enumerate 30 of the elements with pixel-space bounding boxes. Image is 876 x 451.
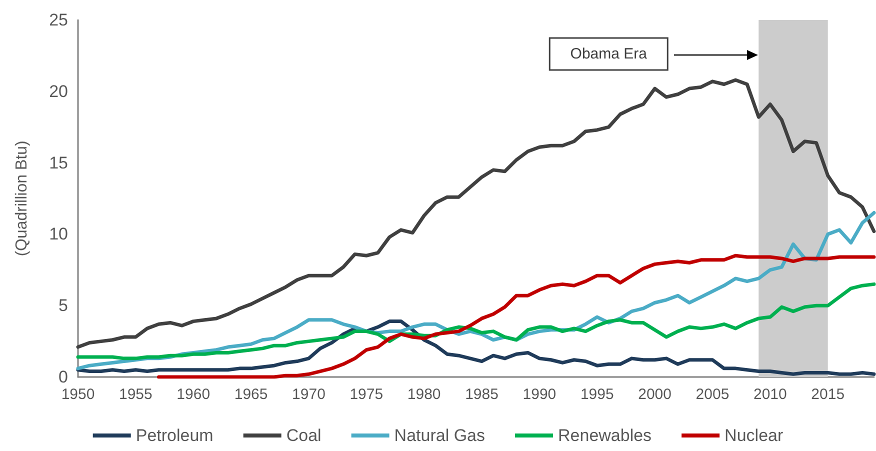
y-tick-label: 0 (58, 368, 68, 386)
x-tick-label: 2005 (696, 386, 730, 403)
line-series (76, 78, 876, 349)
x-tick-label: 1955 (118, 386, 152, 403)
y-tick-label: 25 (49, 10, 68, 30)
legend-label: Petroleum (136, 426, 214, 445)
y-tick-label: 15 (49, 153, 68, 172)
x-tick-label: 1965 (234, 386, 268, 403)
x-tick-label: 1980 (407, 386, 441, 403)
legend-label: Natural Gas (394, 426, 486, 445)
annotation: Obama Era (570, 46, 648, 62)
line-series (76, 282, 876, 360)
x-tick-label: 2000 (638, 386, 672, 403)
legend-label: Coal (286, 426, 322, 445)
x-tick-label: 2010 (753, 386, 787, 403)
x-tick-label: 1985 (465, 386, 498, 403)
legend-label: Renewables (558, 426, 652, 445)
y-tick-label: 5 (58, 296, 68, 316)
legend-label: Nuclear (724, 426, 784, 445)
x-tick-label: 2015 (811, 386, 845, 403)
line-series (157, 254, 876, 379)
x-tick-label: 1975 (350, 386, 384, 403)
x-tick-label: 1950 (61, 386, 95, 403)
y-axis-title: (Quadrillion Btu) (14, 140, 30, 256)
x-tick-label: 1990 (522, 386, 556, 403)
x-tick-label: 1995 (580, 386, 614, 403)
x-tick-label: 1970 (292, 386, 326, 403)
x-tick-label: 1960 (176, 386, 210, 403)
y-tick-label: 20 (49, 82, 68, 101)
y-tick-label: 10 (49, 224, 68, 244)
